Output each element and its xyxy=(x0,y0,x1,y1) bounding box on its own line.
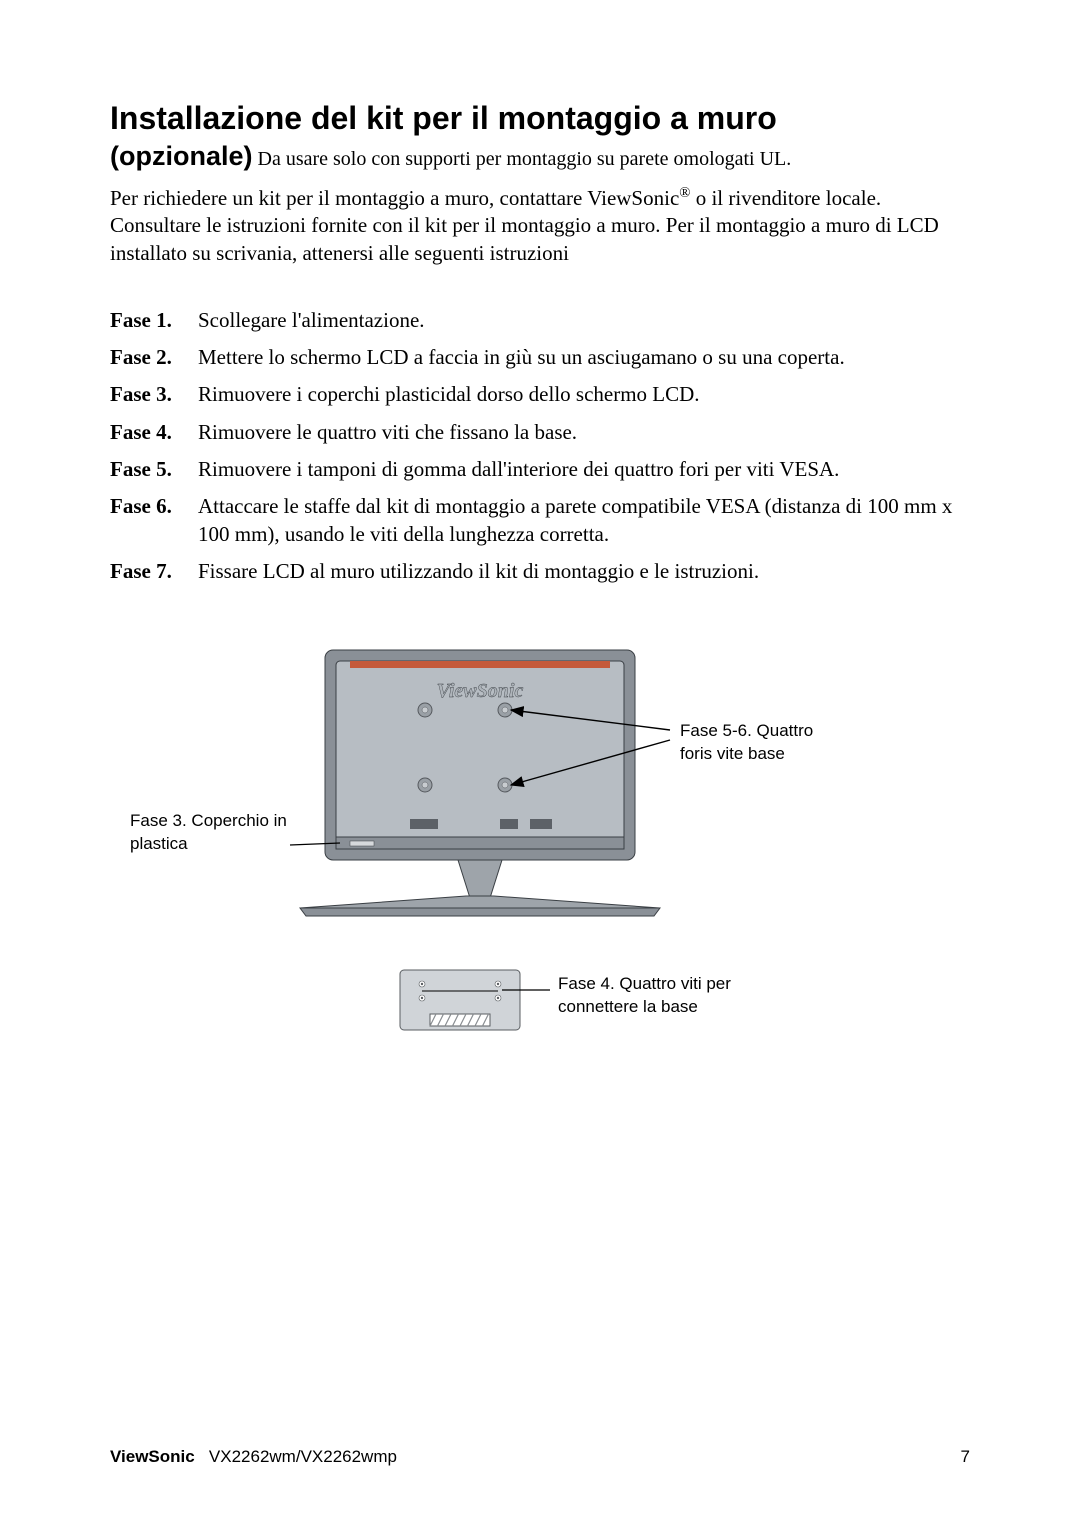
page-title: Installazione del kit per il montaggio a… xyxy=(110,100,970,137)
diagram-area: Fase 3. Coperchio in plastica Fase 5-6. … xyxy=(110,635,970,1115)
step-row: Fase 5. Rimuovere i tamponi di gomma dal… xyxy=(110,456,970,483)
svg-text:ViewSonic: ViewSonic xyxy=(437,680,524,702)
step-label: Fase 4. xyxy=(110,419,198,446)
monitor-diagram: ViewSonic xyxy=(110,635,970,1115)
step-text: Rimuovere i tamponi di gomma dall'interi… xyxy=(198,456,970,483)
step-row: Fase 4. Rimuovere le quattro viti che fi… xyxy=(110,419,970,446)
step-row: Fase 3. Rimuovere i coperchi plasticidal… xyxy=(110,381,970,408)
step-row: Fase 2. Mettere lo schermo LCD a faccia … xyxy=(110,344,970,371)
step-row: Fase 6. Attaccare le staffe dal kit di m… xyxy=(110,493,970,548)
intro-paragraph: Per richiedere un kit per il montaggio a… xyxy=(110,184,970,267)
page-footer: ViewSonic VX2262wm/VX2262wmp 7 xyxy=(110,1447,970,1467)
footer-brand: ViewSonic xyxy=(110,1447,195,1466)
step-text: Fissare LCD al muro utilizzando il kit d… xyxy=(198,558,970,585)
footer-model xyxy=(199,1447,208,1466)
step-label: Fase 7. xyxy=(110,558,198,585)
subtitle: (opzionale) xyxy=(110,141,253,171)
step-text: Rimuovere le quattro viti che fissano la… xyxy=(198,419,970,446)
subtitle-row: (opzionale) Da usare solo con supporti p… xyxy=(110,141,970,172)
registered-mark: ® xyxy=(679,185,690,201)
step-row: Fase 1. Scollegare l'alimentazione. xyxy=(110,307,970,334)
footer-model-text: VX2262wm/VX2262wmp xyxy=(209,1447,397,1466)
step-label: Fase 2. xyxy=(110,344,198,371)
steps-list: Fase 1. Scollegare l'alimentazione. Fase… xyxy=(110,307,970,585)
subtitle-note: Da usare solo con supporti per montaggio… xyxy=(253,148,792,170)
step-text: Attaccare le staffe dal kit di montaggio… xyxy=(198,493,970,548)
step-label: Fase 5. xyxy=(110,456,198,483)
step-text: Rimuovere i coperchi plasticidal dorso d… xyxy=(198,381,970,408)
intro-pre: Per richiedere un kit per il montaggio a… xyxy=(110,186,679,210)
step-text: Mettere lo schermo LCD a faccia in giù s… xyxy=(198,344,970,371)
page-number: 7 xyxy=(961,1447,970,1467)
step-label: Fase 3. xyxy=(110,381,198,408)
step-row: Fase 7. Fissare LCD al muro utilizzando … xyxy=(110,558,970,585)
step-text: Scollegare l'alimentazione. xyxy=(198,307,970,334)
step-label: Fase 1. xyxy=(110,307,198,334)
step-label: Fase 6. xyxy=(110,493,198,548)
